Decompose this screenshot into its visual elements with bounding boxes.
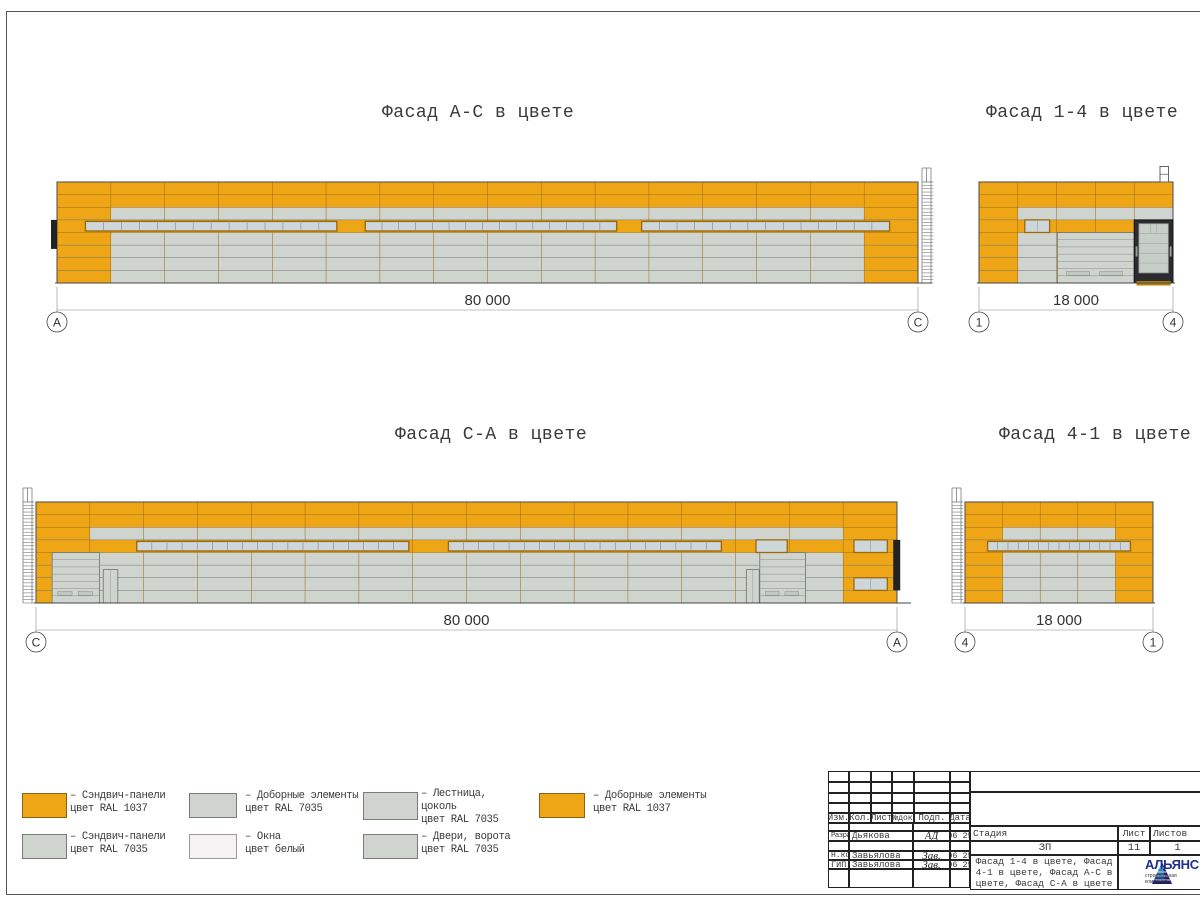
svg-text:1: 1 [976,316,983,330]
svg-text:1: 1 [1150,636,1157,650]
svg-text:A: A [53,316,61,330]
svg-text:18 000: 18 000 [1053,292,1099,309]
svg-text:4: 4 [1170,316,1177,330]
svg-text:C: C [914,316,923,330]
svg-text:18 000: 18 000 [1036,612,1082,629]
svg-text:C: C [32,636,41,650]
svg-text:80 000: 80 000 [465,292,511,309]
svg-text:4: 4 [962,636,969,650]
svg-text:80 000: 80 000 [444,612,490,629]
svg-text:A: A [893,636,901,650]
